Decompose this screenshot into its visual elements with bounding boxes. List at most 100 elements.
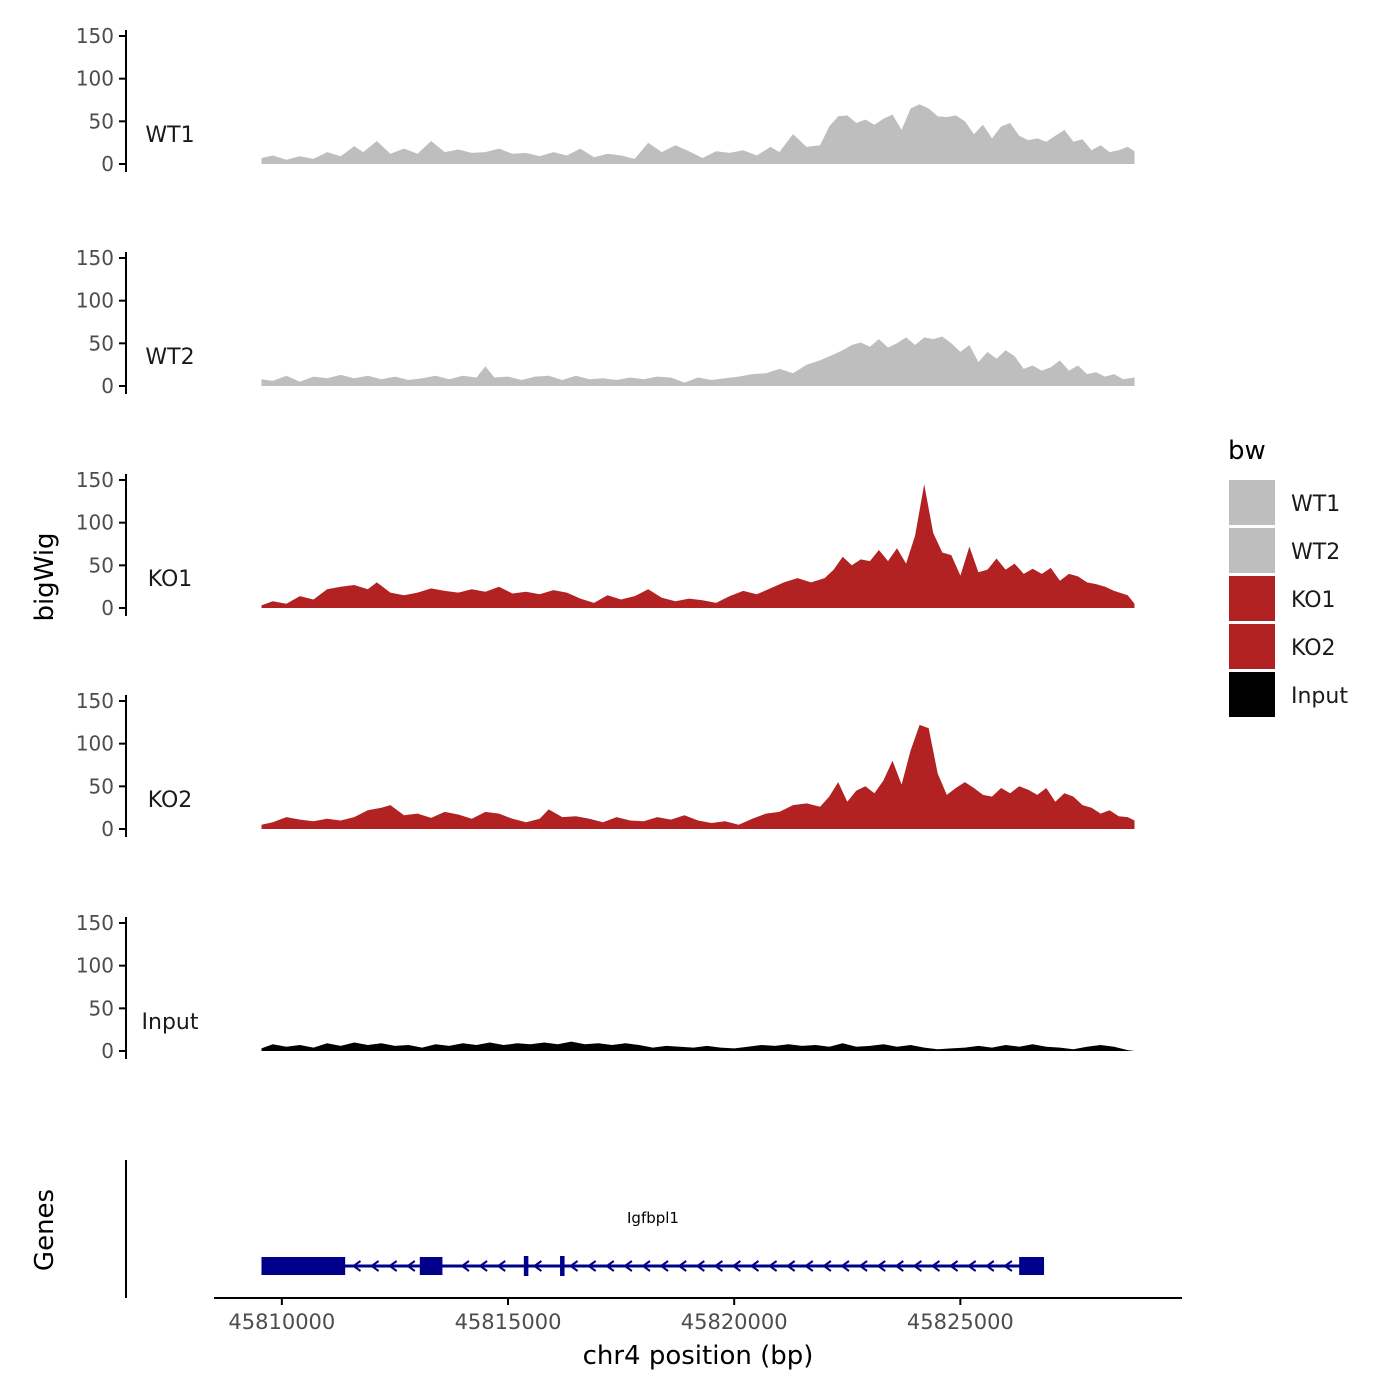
genes-panel: Igfbpl1 [125, 1160, 1045, 1298]
coverage-area-wt1 [261, 104, 1135, 164]
strand-arrow-icon [677, 1260, 687, 1272]
track-label-wt2: WT2 [145, 345, 194, 370]
panel-wt2: 0 50 100 150 WT2 [76, 246, 1135, 398]
y-tick-label-wt1-0: 0 [101, 152, 114, 176]
track-label-ko1: KO1 [148, 567, 193, 592]
x-axis: 45810000 45815000 45820000 45825000 chr4 po… [214, 1297, 1182, 1371]
y-tick-label-ko1-0: 0 [101, 596, 114, 620]
panel-wt1: 0 50 100 150 WT1 [76, 24, 1135, 176]
strand-arrow-icon [966, 1260, 977, 1272]
strand-arrow-icon [822, 1260, 832, 1272]
strand-arrow-icon [659, 1260, 669, 1272]
gene-exon-3 [523, 1256, 529, 1276]
y-tick-label-ko2-50: 50 [89, 774, 114, 798]
legend-swatch-input [1229, 672, 1275, 717]
legend-label-wt1: WT1 [1291, 492, 1340, 517]
strand-arrow-icon [695, 1260, 705, 1272]
x-tick-label-45815000: 45815000 [455, 1310, 562, 1334]
strand-arrow-icon [840, 1260, 850, 1272]
strand-arrow-icon [804, 1260, 814, 1272]
panel-ko1: 0 50 100 150 KO1 [76, 468, 1135, 620]
gene-exon-5 [1019, 1257, 1045, 1275]
strand-arrow-icon [930, 1260, 941, 1272]
legend-label-ko1: KO1 [1291, 588, 1336, 613]
y-tick-label-wt1-150: 150 [76, 24, 114, 48]
gene-exon-4 [560, 1256, 565, 1276]
strand-arrow-icon [731, 1260, 741, 1272]
x-tick-label-45810000: 45810000 [228, 1310, 335, 1334]
strand-arrow-icon [387, 1260, 398, 1272]
coverage-area-wt2 [261, 336, 1135, 386]
coverage-area-ko2 [261, 724, 1135, 829]
strand-arrow-icon [496, 1260, 506, 1272]
x-axis-ticks: 45810000 45815000 45820000 45825000 [228, 1298, 1014, 1334]
gene-model [261, 1256, 1045, 1276]
strand-arrow-icon [478, 1260, 488, 1272]
y-tick-label-input-150: 150 [76, 911, 114, 935]
strand-arrow-icon [767, 1260, 778, 1272]
coverage-area-input [261, 1041, 1135, 1051]
strand-arrow-icon [623, 1260, 633, 1272]
legend-label-input: Input [1291, 684, 1348, 709]
legend-items: WT1 WT2 KO1 KO2 Input [1229, 480, 1348, 717]
legend-title: bw [1228, 436, 1266, 466]
y-axis-title-genes: Genes [30, 1189, 60, 1271]
strand-arrow-icon [586, 1260, 597, 1272]
y-tick-label-wt2-150: 150 [76, 246, 114, 270]
y-tick-label-wt2-0: 0 [101, 374, 114, 398]
strand-arrow-icon [749, 1260, 760, 1272]
strand-arrow-icon [460, 1260, 470, 1272]
legend-swatch-ko1 [1229, 576, 1275, 621]
y-tick-label-ko1-100: 100 [76, 511, 114, 535]
strand-arrow-icon [912, 1260, 922, 1272]
y-tick-label-wt1-100: 100 [76, 67, 114, 91]
x-axis-title: chr4 position (bp) [583, 1341, 814, 1371]
legend-swatch-ko2 [1229, 624, 1275, 669]
strand-arrow-icon [406, 1260, 416, 1272]
strand-arrow-icon [1003, 1260, 1013, 1272]
strand-arrow-icon [858, 1260, 868, 1272]
strand-arrow-icon [641, 1260, 651, 1272]
legend: bw WT1 WT2 KO1 KO2 Input [1228, 436, 1348, 717]
legend-swatch-wt1 [1229, 480, 1275, 525]
gene-exon-2 [419, 1257, 443, 1275]
y-tick-label-ko2-0: 0 [101, 817, 114, 841]
panel-ko2: 0 50 100 150 KO2 [76, 689, 1135, 841]
y-tick-label-ko1-50: 50 [89, 553, 114, 577]
legend-label-wt2: WT2 [1291, 540, 1340, 565]
y-axis-title-bigwig: bigWig [30, 532, 60, 621]
y-tick-label-input-0: 0 [101, 1039, 114, 1063]
strand-arrow-icon [876, 1260, 886, 1272]
strand-arrow-icon [532, 1260, 542, 1272]
track-label-wt1: WT1 [145, 123, 194, 148]
y-tick-label-ko2-100: 100 [76, 732, 114, 756]
x-tick-label-45825000: 45825000 [907, 1310, 1014, 1334]
panel-input: 0 50 100 150 Input [76, 911, 1135, 1063]
strand-arrow-icon [351, 1260, 362, 1272]
track-label-ko2: KO2 [148, 788, 193, 813]
y-tick-label-input-100: 100 [76, 954, 114, 978]
strand-arrow-icon [948, 1260, 959, 1272]
y-tick-label-wt2-100: 100 [76, 289, 114, 313]
x-tick-label-45820000: 45820000 [681, 1310, 788, 1334]
strand-arrow-icon [713, 1260, 723, 1272]
y-tick-label-input-50: 50 [89, 996, 114, 1020]
strand-arrow-icon [785, 1260, 796, 1272]
strand-arrow-icon [985, 1260, 995, 1272]
strand-arrow-icon [894, 1260, 904, 1272]
y-tick-label-ko1-150: 150 [76, 468, 114, 492]
coverage-area-ko1 [261, 484, 1135, 608]
gene-name-label: Igfbpl1 [627, 1209, 679, 1227]
y-tick-label-wt1-50: 50 [89, 109, 114, 133]
y-tick-label-ko2-150: 150 [76, 689, 114, 713]
coverage-panels: 0 50 100 150 WT1 0 50 100 150 WT2 0 50 100 150 KO1 0 50 1… [76, 24, 1135, 1063]
strand-arrow-icon [568, 1260, 579, 1272]
strand-arrow-icon [605, 1260, 615, 1272]
strand-arrow-icon [369, 1260, 380, 1272]
track-label-input: Input [142, 1010, 199, 1035]
legend-label-ko2: KO2 [1291, 636, 1336, 661]
legend-swatch-wt2 [1229, 528, 1275, 573]
y-tick-label-wt2-50: 50 [89, 331, 114, 355]
gene-exon-1 [261, 1257, 346, 1275]
